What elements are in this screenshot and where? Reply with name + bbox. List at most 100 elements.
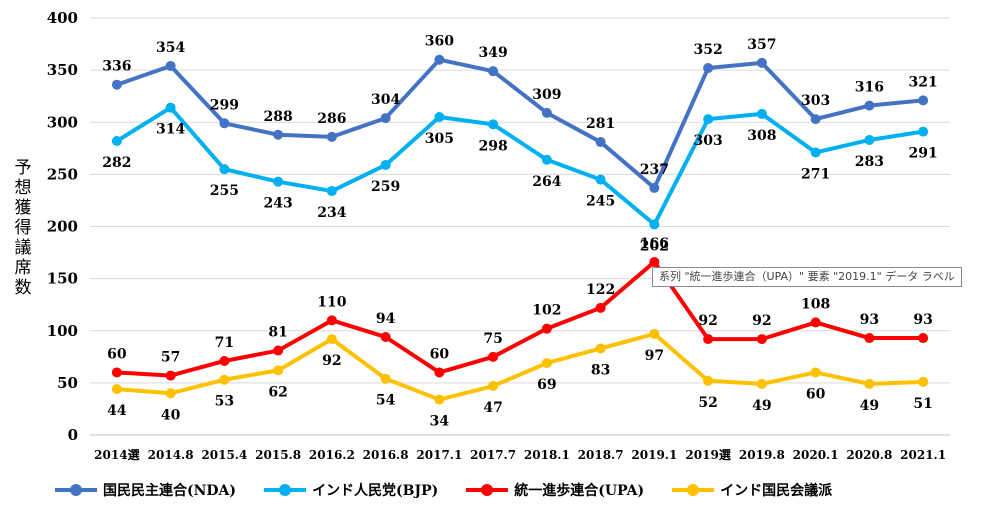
data-label: 122 [586, 282, 615, 298]
legend-swatch [55, 483, 97, 497]
data-point [488, 381, 499, 392]
data-label: 336 [102, 59, 131, 75]
data-point [756, 108, 767, 119]
x-tick-label: 2014.8 [148, 448, 194, 462]
data-point [488, 66, 499, 77]
legend-item[interactable]: 統一進歩連合(UPA) [466, 480, 644, 500]
data-label: 237 [640, 162, 669, 178]
x-tick-label: 2015.4 [201, 448, 247, 462]
data-label: 288 [264, 109, 293, 125]
y-tick-label: 150 [47, 270, 78, 288]
y-axis-label: 予想獲得議席数 [14, 158, 32, 298]
data-label: 255 [210, 183, 239, 199]
data-point [595, 137, 606, 148]
data-label: 69 [537, 377, 556, 393]
y-tick-label: 100 [47, 322, 78, 340]
data-point [810, 147, 821, 158]
data-label: 271 [801, 166, 830, 182]
data-label: 57 [161, 350, 180, 366]
data-label: 202 [640, 238, 669, 254]
data-point [326, 186, 337, 197]
data-point [488, 351, 499, 362]
series-line [116, 259, 924, 378]
data-label: 357 [747, 37, 776, 53]
data-label: 305 [425, 131, 454, 147]
data-label: 53 [215, 394, 234, 410]
data-point [326, 131, 337, 142]
legend-item[interactable]: インド人民党(BJP) [264, 480, 438, 500]
data-label: 49 [860, 398, 879, 414]
data-labels: 336 354 299 288 286 304 360 349 309 281 237 352 357 3… [102, 34, 937, 430]
data-label: 303 [694, 133, 723, 149]
data-point [165, 60, 176, 71]
data-label: 40 [161, 407, 181, 423]
data-label: 83 [591, 362, 610, 378]
data-point [756, 378, 767, 389]
data-point [219, 355, 230, 366]
data-point [595, 302, 606, 313]
data-point [810, 367, 821, 378]
data-point [111, 384, 122, 395]
data-label: 264 [532, 174, 561, 190]
data-point [326, 334, 337, 345]
legend-item[interactable]: インド国民会議派 [672, 480, 832, 500]
data-label: 309 [532, 87, 561, 103]
series-line [116, 57, 924, 190]
data-label: 102 [532, 303, 561, 319]
y-tick-label: 350 [47, 61, 78, 79]
data-label: 92 [698, 313, 717, 329]
data-label: 281 [586, 116, 615, 132]
data-label: 166 [640, 236, 669, 252]
data-label: 97 [645, 348, 664, 364]
x-tick-label: 2019.1 [631, 448, 677, 462]
data-point [219, 374, 230, 385]
data-label: 52 [698, 395, 717, 411]
data-point [111, 79, 122, 90]
data-point [541, 107, 552, 118]
series-line [115, 105, 924, 227]
y-tick-label: 300 [47, 113, 78, 131]
y-tick-label: 50 [57, 374, 78, 392]
data-label: 71 [215, 335, 234, 351]
x-tick-label: 2021.1 [900, 448, 946, 462]
data-point [165, 388, 176, 399]
data-point [434, 394, 445, 405]
data-label: 298 [479, 138, 508, 154]
data-point [595, 343, 606, 354]
data-point [864, 333, 875, 344]
data-point [595, 174, 606, 185]
x-tick-label: 2016.8 [363, 448, 409, 462]
data-label: 60 [806, 386, 826, 402]
data-point [541, 154, 552, 165]
data-label: 93 [913, 312, 932, 328]
data-point [434, 54, 445, 65]
data-point [864, 378, 875, 389]
x-tick-label: 2016.2 [309, 448, 355, 462]
series-lines [111, 54, 929, 405]
data-point [111, 367, 122, 378]
data-label: 303 [801, 93, 830, 109]
data-label: 54 [376, 393, 396, 409]
data-label-tooltip: 系列 "統一進歩連合（UPA）" 要素 "2019.1" データ ラベル [652, 267, 962, 287]
data-point [649, 256, 660, 267]
data-point [219, 164, 230, 175]
data-label: 308 [747, 128, 776, 144]
x-tick-label: 2020.8 [846, 448, 892, 462]
data-label: 349 [479, 45, 508, 61]
data-label: 94 [376, 311, 396, 327]
data-label: 81 [268, 325, 287, 341]
y-axis-ticks: 0 50 100 150 200 250 300 350 400 [47, 9, 78, 444]
data-label: 321 [909, 74, 938, 90]
data-label: 108 [801, 296, 830, 312]
legend-item[interactable]: 国民民主連合(NDA) [55, 480, 236, 500]
y-tick-label: 0 [68, 426, 78, 444]
data-point [434, 367, 445, 378]
data-label: 360 [425, 34, 454, 50]
data-label: 314 [156, 122, 185, 138]
data-label: 62 [268, 384, 287, 400]
data-label: 60 [430, 346, 450, 362]
data-point [918, 333, 929, 344]
legend-label: インド国民会議派 [720, 483, 833, 499]
data-label: 286 [317, 111, 346, 127]
data-point [326, 315, 337, 326]
